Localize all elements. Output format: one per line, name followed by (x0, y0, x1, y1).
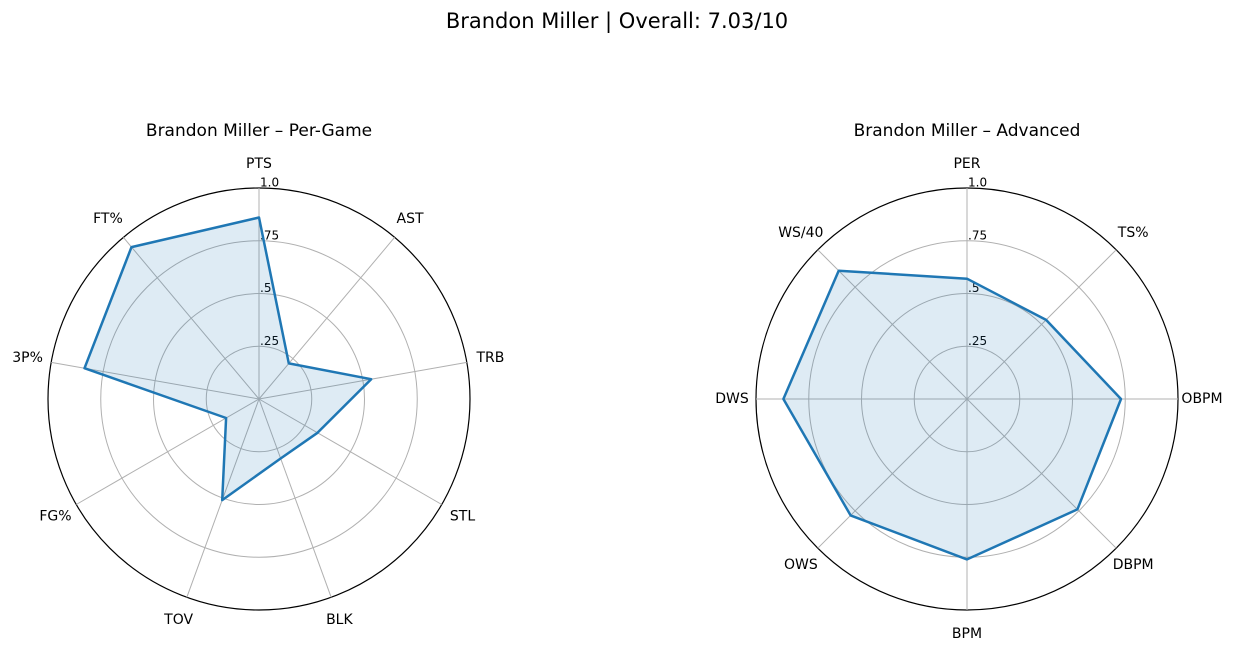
spoke (258, 398, 332, 598)
spoke (966, 249, 1117, 400)
figure-title: Brandon Miller | Overall: 7.03/10 (446, 9, 788, 34)
spoke (258, 361, 467, 400)
category-label: OBPM (1181, 391, 1222, 407)
category-label: WS/40 (778, 225, 823, 241)
radar-chart: Brandon Miller – Advanced PER TS% OBPM DBPM B… (715, 121, 1222, 642)
r-tick-label: .5 (968, 281, 979, 295)
category-label: STL (450, 509, 475, 525)
category-label: AST (397, 211, 424, 227)
chart-title: Brandon Miller – Per-Game (146, 121, 372, 141)
category-label: PER (953, 156, 980, 172)
r-tick-label: .75 (968, 228, 987, 242)
r-tick-label: .25 (968, 334, 987, 348)
category-label: TS% (1117, 225, 1149, 241)
spoke (76, 398, 260, 505)
radar-line (782, 269, 1123, 561)
r-tick-label: 1.0 (968, 176, 987, 190)
category-label: TRB (475, 350, 504, 366)
chart-title: Brandon Miller – Advanced (854, 121, 1081, 141)
category-label: BPM (952, 626, 982, 642)
r-tick-label: .5 (260, 281, 271, 295)
radar-area (84, 217, 372, 501)
radar-area (783, 270, 1121, 560)
radar-chart: Brandon Miller – Per-Game PTS AST TRB STL BLK… (12, 121, 504, 628)
category-label: PTS (246, 156, 272, 172)
category-label: BLK (326, 612, 353, 628)
spoke (258, 398, 442, 505)
spoke (258, 237, 396, 400)
spoke (817, 398, 968, 549)
category-label: FT% (93, 211, 123, 227)
spoke (817, 249, 968, 400)
category-label: TOV (163, 612, 193, 628)
category-label: DWS (715, 391, 749, 407)
r-tick-label: 1.0 (260, 176, 279, 190)
category-label: OWS (784, 557, 818, 573)
spoke (966, 398, 1117, 549)
category-label: 3P% (12, 350, 43, 366)
r-tick-label: .75 (260, 228, 279, 242)
spoke (122, 237, 260, 400)
category-label: DBPM (1113, 557, 1154, 573)
category-label: FG% (39, 509, 71, 525)
radar-line (83, 216, 373, 502)
r-tick-label: .25 (260, 334, 279, 348)
